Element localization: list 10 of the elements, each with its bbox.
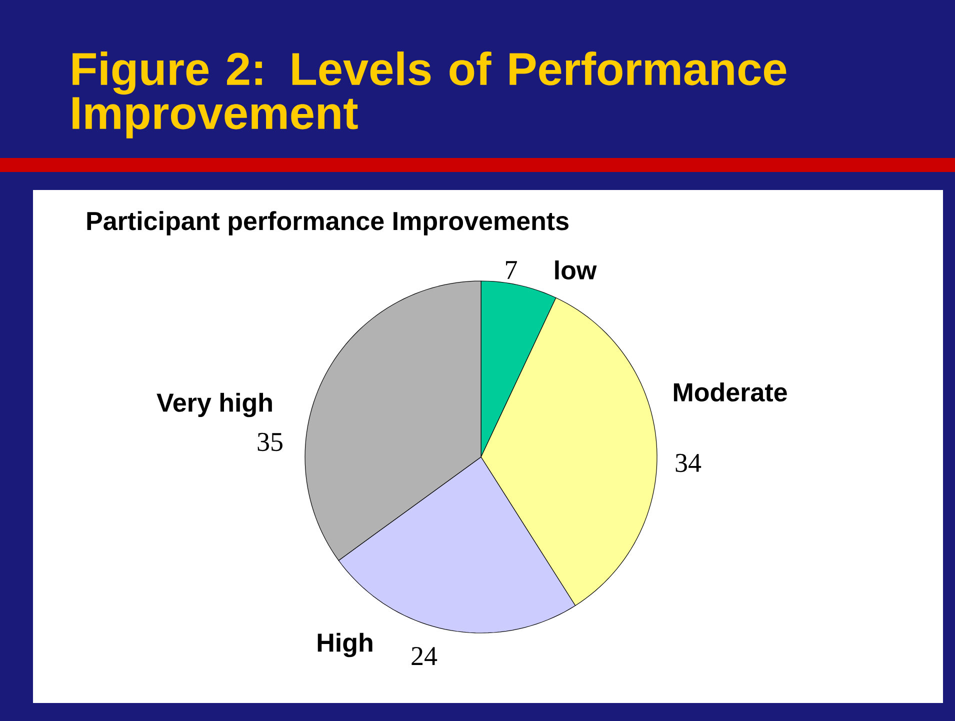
slice-label: High xyxy=(318,632,372,658)
data-label: 24 xyxy=(412,647,438,665)
data-label: 34 xyxy=(676,454,702,472)
slice-label: Moderate xyxy=(674,382,787,402)
data-label: 7 xyxy=(506,261,517,279)
slice-label: Very high xyxy=(156,392,272,418)
chart-title: Figure 2: Levels of Performance Improvement xyxy=(72,52,786,138)
chart-subtitle: Participant performance Improvements xyxy=(87,211,568,236)
data-label: 35 xyxy=(258,432,282,452)
slice-label: low xyxy=(555,260,597,280)
